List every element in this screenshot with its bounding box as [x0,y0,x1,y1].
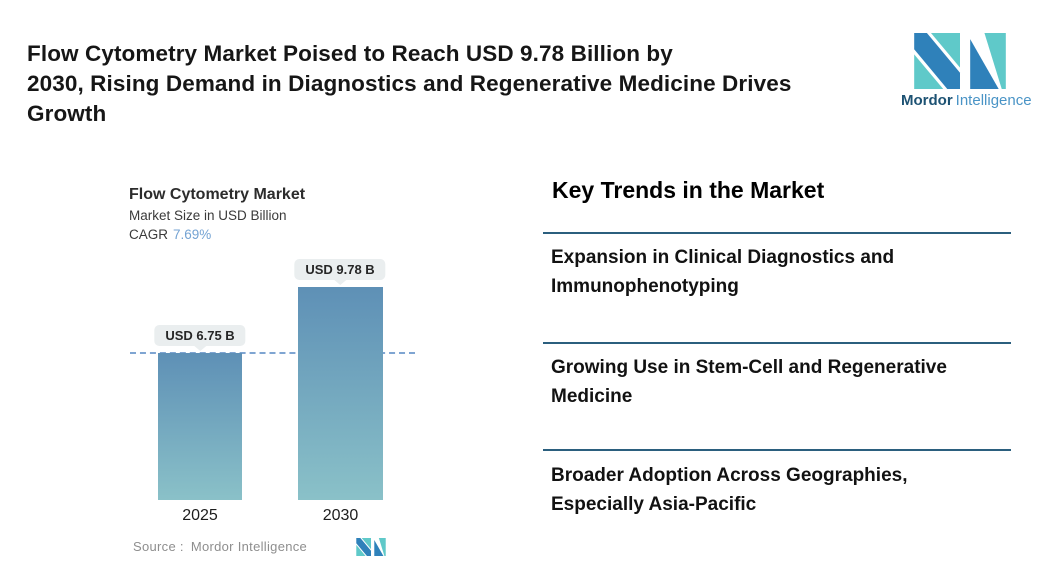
page-title-line-1: Flow Cytometry Market Poised to Reach US… [27,41,673,66]
trend-divider [543,342,1011,344]
cagr-value: 7.69% [173,227,212,242]
bar-chart-plot: USD 6.75 B USD 9.78 B [130,259,420,500]
brand-name-bold: Mordor [901,92,953,109]
reference-dashed-line [130,352,415,354]
chart-source: Source : Mordor Intelligence [133,539,307,554]
trend-divider [543,449,1011,451]
trend-item-2-line-2: Medicine [551,386,633,407]
trend-item-1-line-1: Expansion in Clinical Diagnostics and [551,247,895,268]
source-label: Source : [133,539,184,554]
trend-item-2-line-1: Growing Use in Stem-Cell and Regenerativ… [551,357,947,378]
value-badge-2025: USD 6.75 B [154,325,246,346]
trend-item-3-line-2: Especially Asia-Pacific [551,494,757,515]
trend-item-1-line-2: Immunophenotyping [551,276,739,297]
bar-2030 [298,287,383,500]
mordor-intelligence-logo-icon [914,33,1006,89]
source-value: Mordor Intelligence [190,539,308,554]
trend-item-2: Growing Use in Stem-Cell and Regenerativ… [551,353,947,411]
trend-item-3: Broader Adoption Across Geographies, Esp… [551,461,907,519]
page-title: Flow Cytometry Market Poised to Reach US… [27,39,897,129]
trend-item-1: Expansion in Clinical Diagnostics and Im… [551,243,894,301]
brand-name-regular: Intelligence [955,92,1032,109]
chart-title: Flow Cytometry Market [129,186,306,203]
brand-logo: Mordor Intelligence [901,33,1032,109]
trend-divider [543,232,1011,234]
key-trends-heading: Key Trends in the Market [552,177,825,203]
page-title-line-3: Growth [27,101,107,126]
value-badge-2030: USD 9.78 B [294,259,386,280]
trend-item-3-line-1: Broader Adoption Across Geographies, [551,465,908,486]
brand-name: Mordor Intelligence [901,92,1032,109]
cagr-label: CAGR [129,227,169,242]
x-axis-label-2030: 2030 [322,507,359,524]
page-title-line-2: 2030, Rising Demand in Diagnostics and R… [27,71,792,96]
chart-cagr: CAGR 7.69% [129,227,211,242]
x-axis-label-2025: 2025 [182,507,218,524]
bar-2025 [158,353,242,500]
chart-subtitle: Market Size in USD Billion [129,208,287,223]
chart-watermark-logo-icon [356,538,386,561]
